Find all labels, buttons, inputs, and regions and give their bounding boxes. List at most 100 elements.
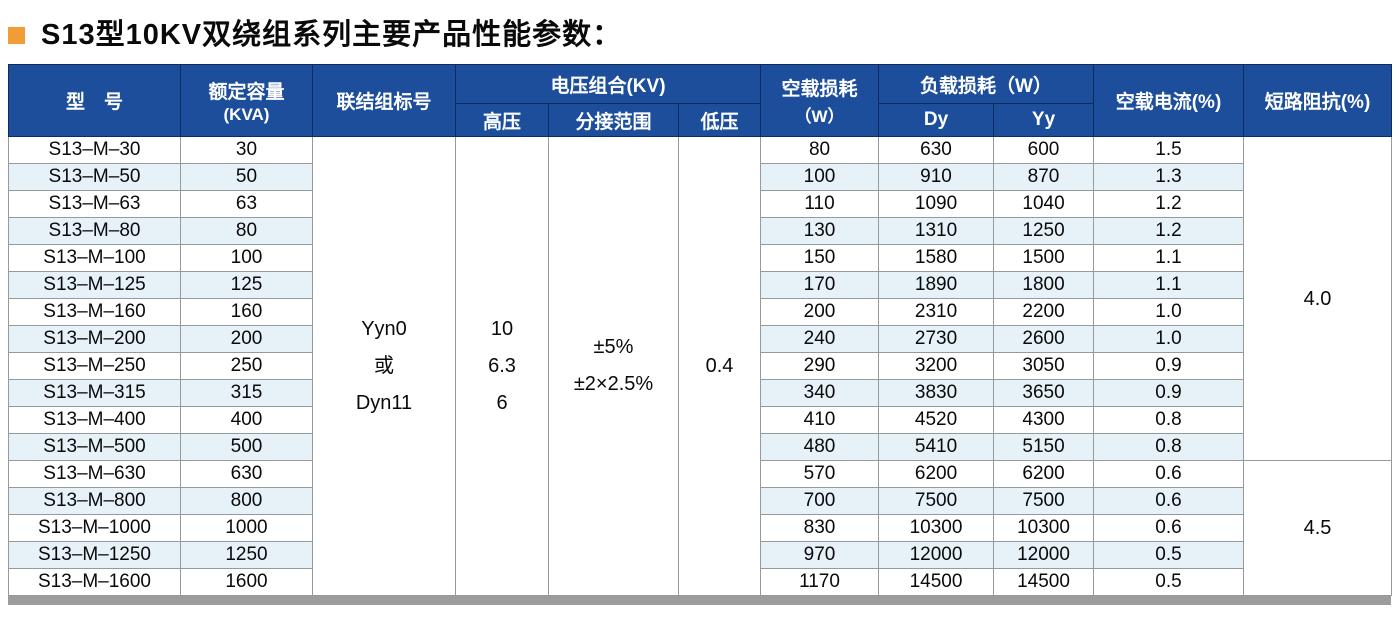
dy-loss-cell: 10300 [878, 514, 995, 542]
col-header-noload-loss: 空载损耗 （W） [760, 64, 880, 137]
table-body: S13–M–30 30 Yyn0 或 Dyn11 10 6.3 6 ±5% ±2×2.5… [8, 136, 1393, 596]
capacity-cell: 160 [180, 298, 313, 326]
noload-current-cell: 0.8 [1093, 406, 1245, 434]
model-cell: S13–M–63 [8, 190, 181, 218]
dy-loss-cell: 14500 [878, 568, 995, 596]
dy-loss-cell: 3830 [878, 379, 995, 407]
dy-loss-cell: 4520 [878, 406, 995, 434]
noload-loss-cell: 570 [760, 460, 880, 488]
table-row: S13–M–63 63 110 1090 1040 1.2 [8, 190, 1392, 218]
dy-loss-cell: 630 [878, 136, 995, 164]
noload-loss-cell: 410 [760, 406, 880, 434]
table-row: S13–M–1600 1600 1170 14500 14500 0.5 [8, 568, 1392, 596]
noload-current-cell: 0.8 [1093, 433, 1245, 461]
orange-square-bullet-icon [8, 27, 25, 44]
capacity-cell: 630 [180, 460, 313, 488]
table-row: S13–M–500 500 480 5410 5150 0.8 [8, 433, 1392, 461]
yy-loss-cell: 1250 [993, 217, 1095, 245]
noload-loss-cell: 480 [760, 433, 880, 461]
table-row: S13–M–80 80 130 1310 1250 1.2 [8, 217, 1392, 245]
table-row: S13–M–630 630 570 6200 6200 0.6 4.5 [8, 460, 1393, 596]
dy-loss-cell: 2310 [878, 298, 995, 326]
capacity-cell: 63 [180, 190, 313, 218]
model-cell: S13–M–250 [8, 352, 181, 380]
model-cell: S13–M–100 [8, 244, 181, 272]
noload-current-cell: 0.5 [1093, 568, 1245, 596]
noload-current-cell: 0.9 [1093, 379, 1245, 407]
noload-current-cell: 1.1 [1093, 271, 1245, 299]
model-cell: S13–M–30 [8, 136, 181, 164]
table-row: S13–M–800 800 700 7500 7500 0.6 [8, 487, 1392, 515]
noload-current-cell: 0.6 [1093, 487, 1245, 515]
noload-loss-cell: 700 [760, 487, 880, 515]
model-cell: S13–M–50 [8, 163, 181, 191]
model-cell: S13–M–1600 [8, 568, 181, 596]
model-cell: S13–M–400 [8, 406, 181, 434]
table-row: S13–M–200 200 240 2730 2600 1.0 [8, 325, 1392, 353]
noload-loss-cell: 110 [760, 190, 880, 218]
yy-loss-cell: 3050 [993, 352, 1095, 380]
model-cell: S13–M–630 [8, 460, 181, 488]
dy-loss-cell: 3200 [878, 352, 995, 380]
model-cell: S13–M–160 [8, 298, 181, 326]
dy-loss-cell: 6200 [878, 460, 995, 488]
yy-loss-cell: 10300 [993, 514, 1095, 542]
dy-loss-cell: 1310 [878, 217, 995, 245]
noload-loss-cell: 80 [760, 136, 880, 164]
noload-loss-cell: 200 [760, 298, 880, 326]
table-header: 型 号 额定容量 (KVA) 联结组标号 电压组合(KV) 空载损耗 （W） 负… [8, 64, 1393, 137]
col-header-noload-loss-line1: 空载损耗 [781, 79, 858, 100]
col-header-capacity-line1: 额定容量 [208, 81, 285, 103]
yy-loss-cell: 870 [993, 163, 1095, 191]
model-cell: S13–M–200 [8, 325, 181, 353]
tap-range-cell: ±5% ±2×2.5% [548, 136, 679, 596]
dy-loss-cell: 1090 [878, 190, 995, 218]
title-row: S13型10KV双绕组系列主要产品性能参数： [0, 0, 1399, 64]
yy-loss-cell: 4300 [993, 406, 1095, 434]
table-row: S13–M–100 100 150 1580 1500 1.1 [8, 244, 1392, 272]
impedance-cell: 4.5 [1243, 460, 1393, 596]
yy-loss-cell: 5150 [993, 433, 1095, 461]
model-cell: S13–M–500 [8, 433, 181, 461]
capacity-cell: 400 [180, 406, 313, 434]
dy-loss-cell: 12000 [878, 541, 995, 569]
col-header-load-loss: 负载损耗（W） [878, 64, 1095, 104]
capacity-cell: 100 [180, 244, 313, 272]
model-cell: S13–M–125 [8, 271, 181, 299]
table-row: S13–M–50 50 100 910 870 1.3 [8, 163, 1392, 191]
col-header-tap-range: 分接范围 [548, 103, 679, 137]
dy-loss-cell: 1890 [878, 271, 995, 299]
noload-loss-cell: 830 [760, 514, 880, 542]
noload-loss-cell: 1170 [760, 568, 880, 596]
dy-loss-cell: 2730 [878, 325, 995, 353]
yy-loss-cell: 1800 [993, 271, 1095, 299]
capacity-cell: 30 [180, 136, 313, 164]
noload-current-cell: 1.2 [1093, 217, 1245, 245]
capacity-cell: 315 [180, 379, 313, 407]
noload-current-cell: 0.5 [1093, 541, 1245, 569]
table-row: S13–M–30 30 Yyn0 或 Dyn11 10 6.3 6 ±5% ±2×2.5… [8, 136, 1393, 596]
yy-loss-cell: 2600 [993, 325, 1095, 353]
col-header-dy: Dy [878, 103, 995, 137]
table-row: S13–M–125 125 170 1890 1800 1.1 [8, 271, 1392, 299]
yy-loss-cell: 1500 [993, 244, 1095, 272]
noload-current-cell: 1.0 [1093, 298, 1245, 326]
noload-current-cell: 1.2 [1093, 190, 1245, 218]
dy-loss-cell: 5410 [878, 433, 995, 461]
connection-group-cell: Yyn0 或 Dyn11 [312, 136, 456, 596]
col-header-yy: Yy [993, 103, 1095, 137]
noload-current-cell: 1.1 [1093, 244, 1245, 272]
table-row: S13–M–400 400 410 4520 4300 0.8 [8, 406, 1392, 434]
yy-loss-cell: 1040 [993, 190, 1095, 218]
model-cell: S13–M–80 [8, 217, 181, 245]
hv-cell: 10 6.3 6 [455, 136, 549, 596]
noload-current-cell: 0.9 [1093, 352, 1245, 380]
noload-current-cell: 1.0 [1093, 325, 1245, 353]
yy-loss-cell: 2200 [993, 298, 1095, 326]
noload-loss-cell: 130 [760, 217, 880, 245]
table-row: S13–M–315 315 340 3830 3650 0.9 [8, 379, 1392, 407]
yy-loss-cell: 6200 [993, 460, 1095, 488]
noload-current-cell: 0.6 [1093, 514, 1245, 542]
page-title: S13型10KV双绕组系列主要产品性能参数： [41, 19, 623, 51]
table-row: S13–M–1000 1000 830 10300 10300 0.6 [8, 514, 1392, 542]
